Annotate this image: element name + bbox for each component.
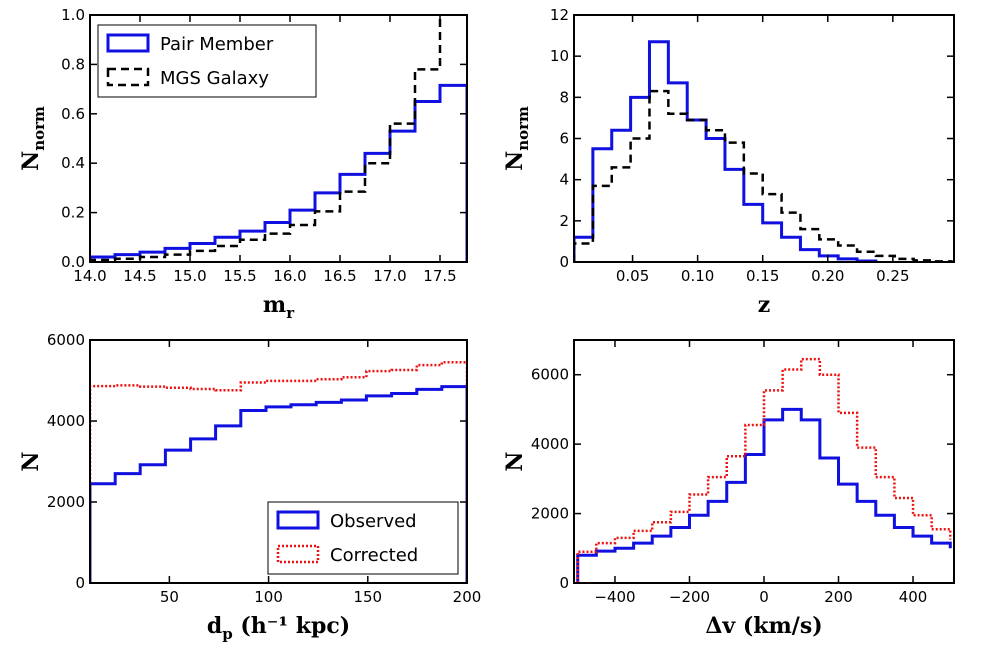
y-tick-label: 4 (559, 171, 569, 189)
x-tick-label: 400 (899, 588, 928, 606)
y-tick-label: 0.0 (61, 253, 85, 271)
y-tick-label: 0 (559, 253, 569, 271)
x-tick-label: 14.0 (73, 267, 106, 285)
x-tick-label: 0.15 (746, 267, 779, 285)
x-tick-label: 17.5 (423, 267, 456, 285)
legend-label: Corrected (330, 545, 418, 566)
y-axis-label-subscript: norm (514, 106, 532, 151)
x-axis-label-subscript: r (286, 304, 295, 322)
y-tick-label: 2000 (531, 505, 569, 523)
y-axis-label: N (502, 451, 528, 471)
y-axis-label-main: N (502, 451, 528, 471)
x-tick-label: 200 (824, 588, 853, 606)
legend: Pair Member MGS Galaxy (97, 24, 317, 98)
x-tick-label: 150 (353, 588, 382, 606)
y-axis-label-subscript: norm (30, 106, 48, 151)
plot-frame (89, 14, 468, 263)
x-tick-label: 14.5 (123, 267, 156, 285)
y-tick-label: 10 (550, 47, 569, 65)
y-tick-label: 6 (559, 130, 569, 148)
x-tick-label: 0.10 (681, 267, 714, 285)
x-axis-label-subscript: p (222, 625, 233, 643)
series-line-corrected (576, 357, 952, 583)
legend-label: Observed (330, 511, 417, 532)
x-axis-label-suffix: (h⁻¹ kpc) (233, 613, 350, 639)
x-tick-label: 0.05 (616, 267, 649, 285)
y-tick-label: 2000 (47, 493, 85, 511)
y-tick-label: 4000 (531, 435, 569, 453)
x-axis-label-main: Δv (km/s) (705, 613, 822, 639)
y-axis-label: Nnorm (18, 106, 48, 171)
legend-swatch-pair-member (106, 33, 150, 53)
x-tick-label: 50 (160, 588, 179, 606)
x-tick-label: 0.25 (876, 267, 909, 285)
x-tick-label: 17.0 (373, 267, 406, 285)
series-line-observed (90, 385, 467, 583)
y-axis-label-main: N (502, 151, 528, 171)
legend-label: MGS Galaxy (160, 68, 269, 89)
legend-label: Pair Member (160, 34, 274, 55)
legend: Observed Corrected (267, 501, 459, 575)
x-axis-label-main: m (263, 292, 286, 318)
x-axis-label: mr (263, 292, 295, 322)
y-axis-label: N (18, 451, 44, 471)
x-axis-label: dp (h⁻¹ kpc) (207, 613, 350, 643)
x-tick-label: −200 (669, 588, 710, 606)
x-tick-label: 200 (453, 588, 482, 606)
y-tick-label: 0.4 (61, 154, 85, 172)
x-axis-label-main: d (207, 613, 222, 639)
y-tick-label: 2 (559, 212, 569, 230)
legend-box (267, 501, 459, 575)
plot-frame (573, 14, 955, 263)
x-tick-label: 0 (759, 588, 769, 606)
x-axis-label-main: z (758, 292, 771, 318)
y-axis-label: Nnorm (502, 106, 532, 171)
x-tick-label: −400 (594, 588, 635, 606)
y-tick-label: 0.6 (61, 105, 85, 123)
y-tick-label: 0 (75, 574, 85, 592)
x-tick-label: 16.0 (273, 267, 306, 285)
y-tick-label: 8 (559, 88, 569, 106)
x-tick-label: 0.20 (811, 267, 844, 285)
x-axis-label: Δv (km/s) (705, 613, 822, 639)
chart-panel-1: 14.0 14.5 15.0 15.5 16.0 16.5 17.0 17.5 0.0 0.2 0.… (18, 6, 468, 322)
x-tick-label: 100 (254, 588, 283, 606)
y-tick-label: 0.8 (61, 55, 85, 73)
y-axis-label-main: N (18, 151, 44, 171)
plot-frame (89, 339, 468, 584)
legend-swatch-mgs-galaxy (106, 67, 150, 87)
y-tick-label: 4000 (47, 412, 85, 430)
y-axis-label-main: N (18, 451, 44, 471)
y-tick-label: 0 (559, 574, 569, 592)
x-tick-label: 16.5 (323, 267, 356, 285)
series-line-observed (576, 407, 952, 583)
y-tick-label: 6000 (47, 331, 85, 349)
series-line-mgs-galaxy (574, 89, 953, 262)
y-tick-label: 1.0 (61, 6, 85, 24)
y-tick-label: 6000 (531, 366, 569, 384)
y-tick-label: 12 (550, 6, 569, 24)
x-axis-label: z (758, 292, 771, 318)
x-tick-label: 15.5 (223, 267, 256, 285)
legend-swatch-corrected (276, 544, 320, 564)
plot-frame (573, 339, 955, 584)
legend-swatch-observed (276, 510, 320, 530)
y-tick-label: 0.2 (61, 204, 85, 222)
chart-panel-2: 0.05 0.10 0.15 0.20 0.25 0 2 4 6 8 10 12 z Nnorm (502, 6, 955, 318)
x-tick-label: 15.0 (173, 267, 206, 285)
series-line-corrected (90, 361, 467, 583)
series-line-pair-member (90, 83, 467, 262)
series-line-pair-member (574, 40, 878, 262)
